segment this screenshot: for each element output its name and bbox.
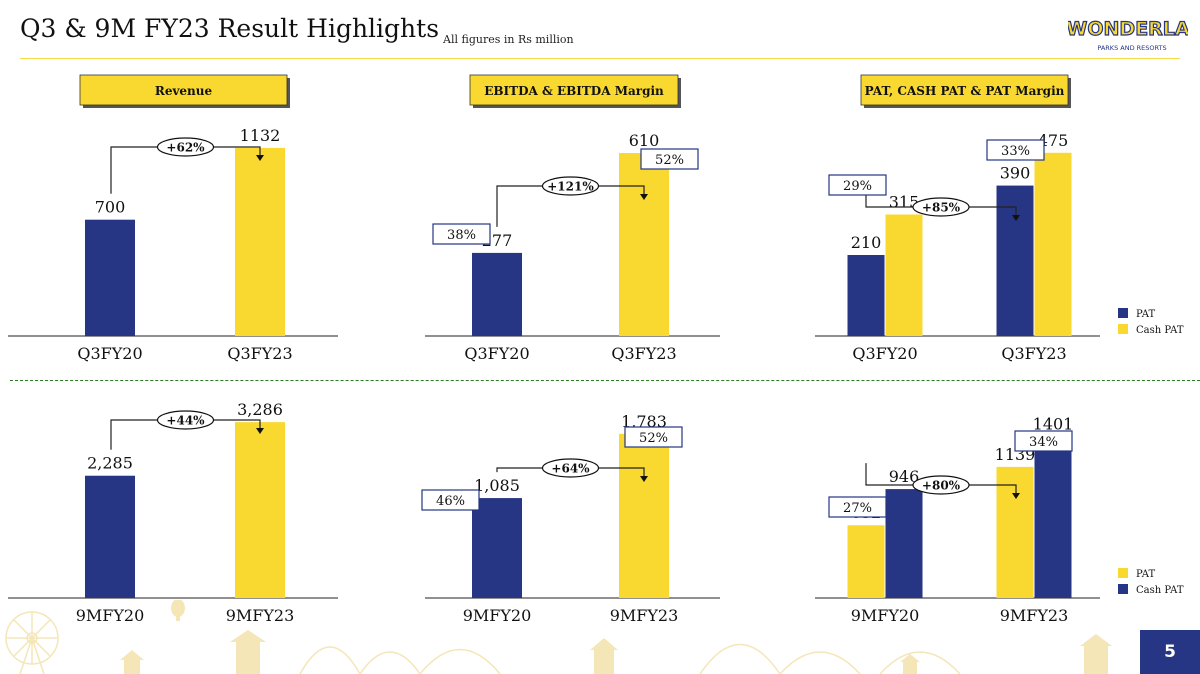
x-tick-label: 9MFY20 [851,606,920,625]
growth-label: +64% [551,462,590,476]
x-tick-label: 9MFY23 [226,606,295,625]
margin-label: 52% [655,153,684,168]
bar [85,475,135,598]
bar-value-label: 1,085 [474,476,520,495]
bar [1034,152,1072,336]
growth-badge [912,197,970,217]
legend-swatch-pat [1118,308,1128,318]
bar [885,489,923,598]
growth-badge [156,137,215,157]
bar-value-label: 1132 [240,126,281,145]
margin-box [828,496,887,518]
x-tick-label: Q3FY20 [464,344,529,363]
x-tick-label: 9MFY20 [76,606,145,625]
bar [996,185,1034,336]
page-number: 5 [1140,630,1200,674]
margin-label: 29% [843,179,872,194]
section-header-label: PAT, CASH PAT & PAT Margin [865,84,1065,98]
section-header-label: Revenue [155,84,213,98]
growth-label: +62% [166,141,205,155]
growth-arrowhead [1012,215,1020,221]
section-header [79,74,288,106]
wonderla-logo: WONDERLA PARKS AND RESORTS [1068,17,1188,52]
bar-value-label: 946 [889,467,920,486]
slide-title: Q3 & 9M FY23 Result Highlights [20,14,440,43]
x-tick-label: 9MFY23 [1000,606,1069,625]
growth-badge [912,475,970,495]
margin-box [1014,430,1073,452]
amusement-park-skyline-decoration [5,600,1112,674]
growth-arrowhead [640,194,648,200]
growth-arrowhead [1012,493,1020,499]
slide-subtitle: All figures in Rs million [443,33,574,46]
margin-box [432,223,491,245]
x-tick-label: 9MFY23 [610,606,679,625]
margin-label: 46% [436,494,465,509]
bar-value-label: 210 [851,233,882,252]
growth-arrowhead [640,476,648,482]
growth-badge [541,176,600,196]
bar [847,255,885,336]
x-tick-label: Q3FY23 [227,344,292,363]
bar [885,214,923,336]
section-divider [10,380,1200,381]
bar [847,525,885,598]
margin-label: 27% [843,501,872,516]
legend-label-cash-pat: Cash PAT [1136,585,1184,596]
legend-label-pat: PAT [1136,309,1155,320]
legend-swatch-pat [1118,568,1128,578]
bar [235,422,285,598]
title-underline [20,58,1180,59]
bar-value-label: 2,285 [87,454,133,473]
growth-label: +80% [922,479,961,493]
growth-label: +121% [547,180,594,194]
bar [619,433,669,598]
bar-value-label: 475 [1038,131,1069,150]
bar-value-label: 1401 [1033,415,1074,434]
x-tick-label: Q3FY23 [611,344,676,363]
growth-arrowhead [256,155,264,161]
x-tick-label: Q3FY20 [77,344,142,363]
bar-value-label: 700 [95,198,126,217]
legend-swatch-cash-pat [1118,324,1128,334]
legend-label-pat: PAT [1136,569,1155,580]
bar-value-label: 610 [629,131,660,150]
bar [85,219,135,336]
bar [472,252,522,336]
margin-label: 34% [1029,435,1058,450]
bar [996,466,1034,598]
margin-box [828,174,887,196]
bar-value-label: 390 [1000,164,1031,183]
growth-label: +44% [166,414,205,428]
legend-label-cash-pat: Cash PAT [1136,325,1184,336]
growth-badge [541,458,600,478]
legend-swatch-cash-pat [1118,584,1128,594]
margin-box [624,426,683,448]
svg-text:WONDERLA: WONDERLA [1068,18,1188,40]
margin-label: 33% [1001,144,1030,159]
growth-badge [156,410,215,430]
margin-box [986,139,1045,161]
section-header [860,74,1069,106]
growth-label: +85% [922,201,961,215]
x-tick-label: 9MFY20 [463,606,532,625]
bar-value-label: 1,783 [621,412,667,431]
margin-box [640,148,699,170]
section-header-label: EBITDA & EBITDA Margin [484,84,664,98]
margin-box [421,489,480,511]
bar [472,498,522,598]
x-tick-label: Q3FY23 [1001,344,1066,363]
section-header [469,74,679,106]
bar [235,147,285,336]
svg-text:PARKS AND RESORTS: PARKS AND RESORTS [1097,44,1166,52]
margin-label: 52% [639,431,668,446]
x-tick-label: Q3FY20 [852,344,917,363]
margin-label: 38% [447,228,476,243]
bar [619,153,669,336]
bar [1034,436,1072,598]
bar-value-label: 3,286 [237,400,283,419]
growth-arrowhead [256,428,264,434]
